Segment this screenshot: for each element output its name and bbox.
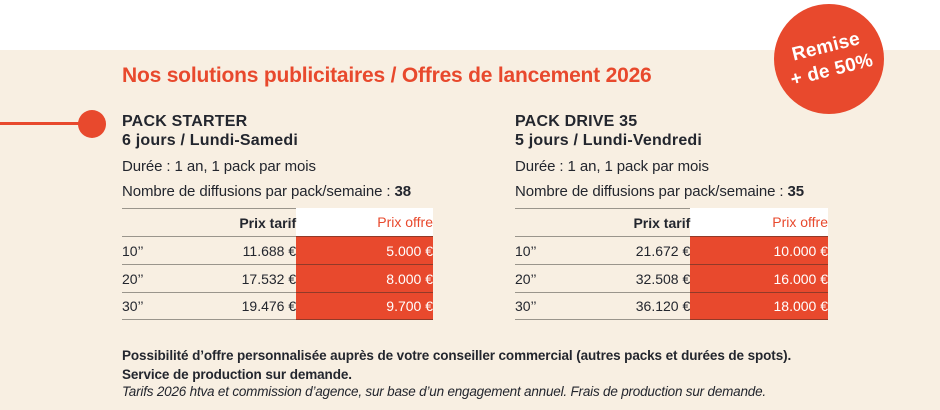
prix-tarif-cell: 19.476 € — [190, 292, 297, 320]
pack-schedule: 5 jours / Lundi-Vendredi — [515, 132, 703, 149]
diffusions-value: 38 — [394, 183, 411, 200]
table-row: 30’’ 19.476 € 9.700 € — [122, 292, 433, 320]
prix-tarif-cell: 17.532 € — [190, 264, 297, 292]
pack-drive-section: PACK DRIVE 35 5 jours / Lundi-Vendredi D… — [515, 112, 828, 320]
price-table: Prix tarif Prix offre 10’’ 21.672 € 10.0… — [515, 208, 828, 320]
prix-offre-cell: 9.700 € — [296, 292, 433, 320]
spot-length-cell: 10’’ — [122, 236, 191, 264]
table-row: 10’’ 11.688 € 5.000 € — [122, 236, 433, 264]
table-header-row: Prix tarif Prix offre — [122, 208, 433, 236]
prix-offre-cell: 16.000 € — [690, 264, 828, 292]
spot-length-cell: 20’’ — [122, 264, 191, 292]
prix-offre-header: Prix offre — [296, 208, 433, 236]
pack-duration: Durée : 1 an, 1 pack par mois — [122, 158, 316, 175]
pack-diffusions: Nombre de diffusions par pack/semaine :3… — [122, 179, 433, 204]
prix-tarif-header: Prix tarif — [583, 208, 691, 236]
pack-meta: Durée : 1 an, 1 pack par mois Nombre de … — [122, 154, 433, 204]
prix-tarif-cell: 11.688 € — [190, 236, 297, 264]
spot-length-cell: 30’’ — [515, 292, 584, 320]
table-row: 30’’ 36.120 € 18.000 € — [515, 292, 828, 320]
prix-offre-cell: 10.000 € — [690, 236, 828, 264]
prix-offre-header: Prix offre — [690, 208, 828, 236]
spot-length-header — [515, 208, 584, 236]
table-header-row: Prix tarif Prix offre — [515, 208, 828, 236]
pack-schedule: 6 jours / Lundi-Samedi — [122, 132, 298, 149]
prix-offre-cell: 8.000 € — [296, 264, 433, 292]
price-table: Prix tarif Prix offre 10’’ 11.688 € 5.00… — [122, 208, 433, 320]
pack-diffusions: Nombre de diffusions par pack/semaine :3… — [515, 179, 828, 204]
pack-duration: Durée : 1 an, 1 pack par mois — [515, 158, 709, 175]
table-row: 10’’ 21.672 € 10.000 € — [515, 236, 828, 264]
page-title: Nos solutions publicitaires / Offres de … — [122, 64, 652, 87]
spot-length-cell: 30’’ — [122, 292, 191, 320]
spot-length-cell: 20’’ — [515, 264, 584, 292]
footer-note-line2: Service de production sur demande. — [122, 367, 352, 382]
table-row: 20’’ 17.532 € 8.000 € — [122, 264, 433, 292]
spot-length-header — [122, 208, 191, 236]
footer-note: Possibilité d’offre personnalisée auprès… — [122, 346, 791, 384]
prix-offre-cell: 5.000 € — [296, 236, 433, 264]
prix-offre-cell: 18.000 € — [690, 292, 828, 320]
accent-line — [0, 122, 81, 125]
pack-starter-section: PACK STARTER 6 jours / Lundi-Samedi Duré… — [122, 112, 433, 320]
diffusions-value: 35 — [787, 183, 804, 200]
pack-name: PACK STARTER — [122, 113, 248, 130]
pack-meta: Durée : 1 an, 1 pack par mois Nombre de … — [515, 154, 828, 204]
prix-tarif-header: Prix tarif — [190, 208, 297, 236]
legal-note: Tarifs 2026 htva et commission d’agence,… — [122, 384, 766, 399]
discount-badge-text: Remise + de 50% — [782, 26, 875, 93]
prix-tarif-cell: 21.672 € — [583, 236, 691, 264]
prix-tarif-cell: 32.508 € — [583, 264, 691, 292]
pack-name: PACK DRIVE 35 — [515, 113, 638, 130]
footer-note-line1: Possibilité d’offre personnalisée auprès… — [122, 348, 792, 363]
diffusions-label: Nombre de diffusions par pack/semaine : — [122, 183, 391, 200]
accent-dot — [78, 110, 106, 138]
diffusions-label: Nombre de diffusions par pack/semaine : — [515, 183, 784, 200]
table-row: 20’’ 32.508 € 16.000 € — [515, 264, 828, 292]
discount-badge: Remise + de 50% — [774, 4, 884, 114]
spot-length-cell: 10’’ — [515, 236, 584, 264]
prix-tarif-cell: 36.120 € — [583, 292, 691, 320]
